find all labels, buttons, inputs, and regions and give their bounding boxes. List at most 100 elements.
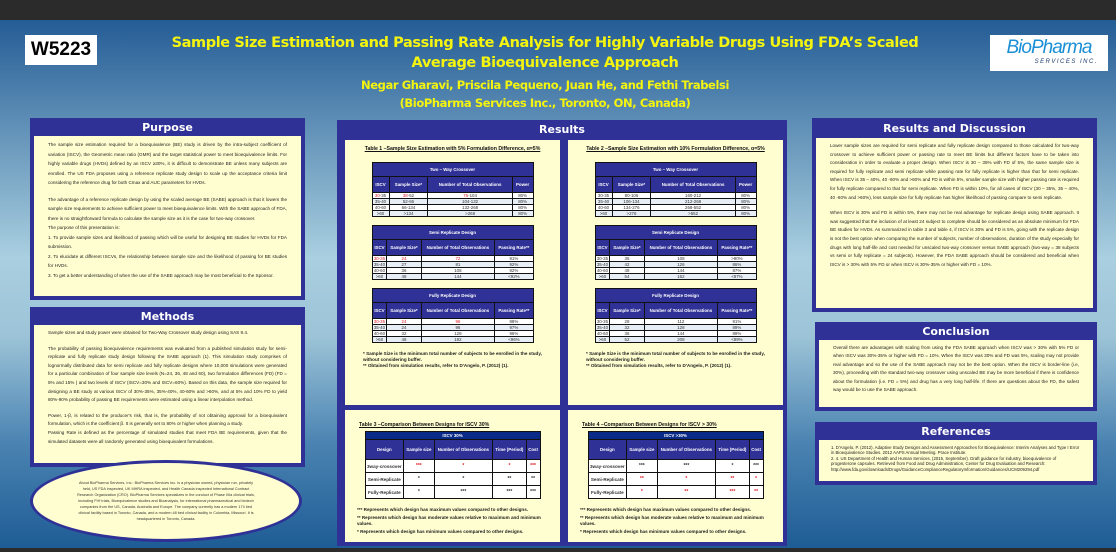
legend-note: * Represents which design has minimum va… xyxy=(357,529,524,534)
table-cell: >268 xyxy=(427,210,513,217)
column-header: Sample Size* xyxy=(611,176,652,193)
cell-value: <92% xyxy=(508,274,520,279)
column-header: Sample size xyxy=(403,439,435,460)
table-cell: 52 xyxy=(609,336,645,343)
purpose-paragraph: The advantage of a reference replicate d… xyxy=(48,196,287,221)
table-row: Fully-Replicate * *** *** *** xyxy=(364,485,541,499)
column-header: Number of Observations xyxy=(656,439,717,460)
cell-value: 132-268 xyxy=(462,205,479,210)
column-header: Sample Size* xyxy=(388,176,429,193)
table-cell: <87% xyxy=(717,273,757,280)
reference-item: 2. 4. US Department of Health and Human … xyxy=(831,455,1057,472)
table-cell: >276 xyxy=(611,210,652,217)
methods-paragraph: Passing Rate is defined as the percentag… xyxy=(48,429,287,444)
discussion-paragraph: Lower sample sizes are required for semi… xyxy=(830,143,1079,200)
table-cell: >60 xyxy=(371,273,388,280)
rating-stars: ** xyxy=(715,472,750,486)
column-header: Time (Period) xyxy=(715,439,750,460)
cell-value: 108 xyxy=(454,268,462,273)
cell-value: 86% xyxy=(732,262,742,267)
comparison-table: ISCV 30% Design Sample size Number of Obser… xyxy=(364,431,541,499)
design-name: Fully-Replicate xyxy=(364,485,405,499)
design-name: Semi-Replicate xyxy=(587,472,628,486)
purpose-paragraph: The sample size estimation required for … xyxy=(48,142,287,185)
cell-value: 40-60 xyxy=(597,205,610,210)
table-2-section: Table 2 –Sample Size Estimation with 10%… xyxy=(568,140,783,405)
cell-value: >60 xyxy=(375,274,384,279)
sample-size-table: Fully Replicate Design ISCV Sample Size* Nu… xyxy=(594,288,757,343)
cell-value: <87% xyxy=(731,274,743,279)
cell-value: 36 xyxy=(401,268,407,273)
biopharma-logo: BioPharma SERVICES INC. xyxy=(990,35,1108,71)
highlight-value: 24 xyxy=(401,319,407,324)
comparison-table: ISCV >30% Design Sample size Number of Obse… xyxy=(587,431,764,499)
cell-value: 40-60 xyxy=(596,268,609,273)
legend-note: ** Represents which design has moderate … xyxy=(580,515,764,526)
rating-stars: *** xyxy=(715,485,750,499)
about-text: About BioPharma Services, Inc.: BioPharm… xyxy=(77,481,255,521)
table-caption: Semi Replicate Design xyxy=(594,225,757,240)
rating-stars: *** xyxy=(492,485,527,499)
cell-value: 89% xyxy=(732,331,742,336)
column-header: Power xyxy=(511,176,534,193)
cell-value: 96 xyxy=(455,325,461,330)
cell-value: 48 xyxy=(401,274,407,279)
table-cell: 40-60 xyxy=(371,267,388,274)
cell-value: 66-134 xyxy=(401,205,416,210)
logo-main: BioPharma xyxy=(1006,37,1093,58)
cell-value: 35-40 xyxy=(596,262,609,267)
cell-value: 48 xyxy=(624,268,630,273)
cell-value: 128 xyxy=(677,325,685,330)
table-row: >60 48 144 <92% xyxy=(371,273,534,280)
cell-value: 28 xyxy=(624,319,630,324)
table-row: 3way-crossover *** *** * *** xyxy=(587,459,764,473)
rating-stars: ** xyxy=(525,472,541,486)
column-header: Number of Total Observations xyxy=(643,302,719,319)
rating-stars: *** xyxy=(433,485,494,499)
cell-value: 35-40 xyxy=(597,199,610,204)
cell-value: 134-276 xyxy=(623,205,640,210)
design-name: Fully-Replicate xyxy=(587,485,628,499)
table-4-section: Table 4 –Comparison Between Designs for … xyxy=(568,410,783,542)
sample-size-table: Two – Way Crossover ISCV Sample Size* Numbe… xyxy=(594,162,757,217)
cell-value: 35-40 xyxy=(374,199,387,204)
table-cell: 54 xyxy=(609,273,645,280)
cell-value: 35-40 xyxy=(596,325,609,330)
cell-value: 80% xyxy=(741,193,750,198)
purpose-panel: Purpose The sample size estimation requi… xyxy=(30,118,305,300)
table-cell: <92% xyxy=(494,273,534,280)
table-row: 35-40 106-134 212-268 80% xyxy=(594,198,757,205)
rating-stars: ** xyxy=(626,472,658,486)
table-footnote: * Sample Size is the minimum total numbe… xyxy=(586,351,765,362)
cell-value: 268-552 xyxy=(685,205,702,210)
table-caption: Two – Way Crossover xyxy=(594,162,757,177)
cell-value: 40-60 xyxy=(374,205,387,210)
purpose-intro: The purpose of this presentation is: xyxy=(48,225,120,230)
cell-value: 91% xyxy=(509,256,519,261)
authors: Negar Gharavi, Priscila Pequeno, Juan He… xyxy=(361,78,729,92)
rating-stars: ** xyxy=(656,485,717,499)
results-panel: Results Table 1 –Sample Size Estimation … xyxy=(337,120,787,546)
legend-note: * Represents which design has minimum va… xyxy=(580,529,747,534)
cell-value: >276 xyxy=(626,211,637,216)
sample-size-table: Semi Replicate Design ISCV Sample Size* Num… xyxy=(594,225,757,280)
column-header: Passing Rate** xyxy=(494,239,534,256)
table-cell: 144 xyxy=(420,273,496,280)
poster-title-line1: Sample Size Estimation and Passing Rate … xyxy=(171,35,919,51)
table-cell: 30-35 xyxy=(371,255,388,262)
table-cell: 40-60 xyxy=(594,267,611,274)
references-heading: References xyxy=(921,424,991,438)
column-header: Number of Total Observations xyxy=(420,239,496,256)
rating-stars: * xyxy=(403,472,435,486)
poster-title-line2: Average Bioequivalence Approach xyxy=(411,55,679,71)
rating-stars: ** xyxy=(492,472,527,486)
column-header: Number of Total Observations xyxy=(650,176,736,193)
methods-heading: Methods xyxy=(140,309,195,323)
table-cell: 35-40 xyxy=(594,324,611,331)
cell-value: 24 xyxy=(401,325,407,330)
cell-value: 40-60 xyxy=(596,331,609,336)
column-header: ISCV xyxy=(371,302,388,319)
cell-value: 80% xyxy=(518,193,527,198)
cell-value: 126 xyxy=(677,262,685,267)
highlight-value: 30-35 xyxy=(373,319,386,324)
